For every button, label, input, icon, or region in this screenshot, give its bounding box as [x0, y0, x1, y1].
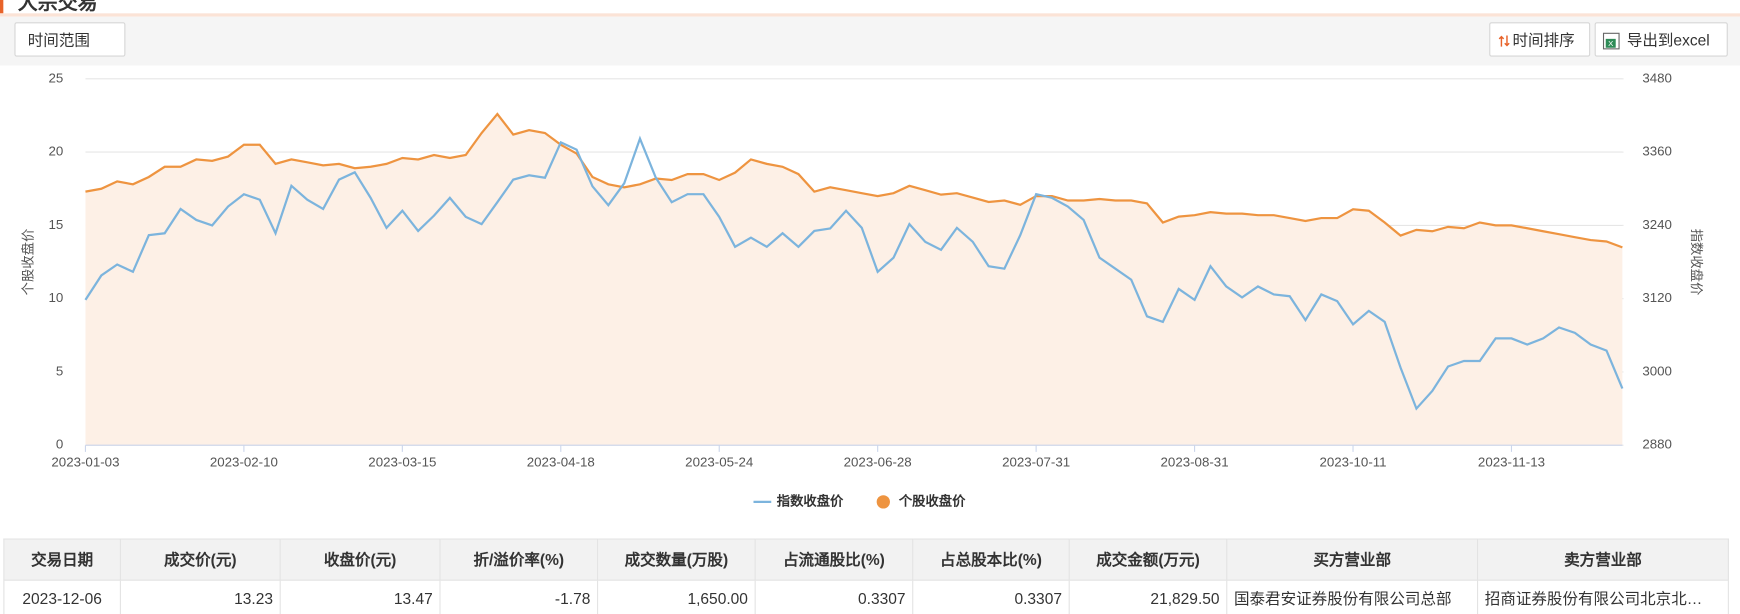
legend-label: 指数收盘价 [777, 492, 844, 508]
column-header: 折/溢价率(%) [439, 538, 599, 581]
y2-tick-label: 3240 [1642, 217, 1672, 232]
table-row: 2023-12-06 13.23 13.47 -1.78 1,650.00 0.3307 0… [3, 579, 1729, 614]
table-cell: 13.23 [119, 579, 281, 614]
y2-axis-label: 指数收盘价 [1689, 229, 1705, 296]
series-line [85, 112, 1623, 249]
column-header: 占流通股比(%) [754, 538, 914, 581]
x-tick-label: 2023-01-03 [51, 455, 119, 470]
x-tick-label: 2023-08-31 [1161, 455, 1229, 470]
y2-tick-label: 3360 [1642, 144, 1672, 159]
y-tick-label: 5 [56, 363, 63, 378]
export-label: 导出到excel [1626, 31, 1710, 49]
header: 大宗交易 [0, 0, 1740, 17]
export-button[interactable]: X 导出到excel [1594, 22, 1728, 57]
data-table: 交易日期 成交价(元) 收盘价(元) 折/溢价率(%) 成交数量(万股) 占流通股比(%)… [3, 538, 1729, 614]
table-cell: -1.78 [439, 579, 599, 614]
column-header: 成交金额(万元) [1068, 538, 1228, 581]
excel-icon: X [1602, 32, 1620, 50]
table-cell: 1,650.00 [597, 579, 756, 614]
column-header: 交易日期 [3, 538, 121, 581]
y-tick-label: 10 [48, 290, 63, 305]
table-cell: 0.3307 [754, 579, 914, 614]
area [85, 114, 1623, 446]
header-accent [0, 0, 4, 14]
column-header: 卖方营业部 [1477, 538, 1729, 581]
table-cell: 2023-12-06 [3, 579, 121, 614]
y2-tick-label: 3120 [1642, 290, 1672, 305]
table-cell: 13.47 [279, 579, 441, 614]
x-tick-label: 2023-05-24 [685, 455, 754, 470]
legend-label: 个股收盘价 [898, 492, 966, 508]
x-tick-label: 2023-03-15 [368, 455, 436, 470]
y2-tick-label: 2880 [1642, 437, 1672, 452]
x-tick-label: 2023-07-31 [1002, 455, 1070, 470]
y2-tick-label: 3480 [1642, 70, 1672, 85]
toolbar: 时间范围 时间排序 X 导出到excel [0, 16, 1740, 66]
sort-button[interactable]: 时间排序 [1489, 22, 1591, 57]
y-tick-label: 20 [48, 144, 63, 159]
x-tick-label: 2023-06-28 [844, 455, 912, 470]
column-header: 买方营业部 [1226, 538, 1479, 581]
y-tick-label: 0 [56, 437, 63, 452]
range-button[interactable]: 时间范围 [14, 22, 126, 57]
y-tick-label: 25 [48, 70, 63, 85]
table-cell: 国泰君安证券股份有限公司总部 [1226, 579, 1479, 614]
legend-swatch [876, 495, 890, 509]
column-header: 成交价(元) [119, 538, 281, 581]
x-tick-label: 2023-11-13 [1478, 455, 1545, 470]
column-header: 占总股本比(%) [912, 538, 1070, 581]
table-cell: 0.3307 [912, 579, 1070, 614]
x-tick-label: 2023-04-18 [527, 455, 595, 470]
y-tick-label: 15 [48, 217, 63, 232]
header-title: 大宗交易 [17, 0, 98, 14]
chart: 0510152025288030003120324033603480个股收盘价指… [19, 70, 1705, 509]
table-header: 交易日期 成交价(元) 收盘价(元) 折/溢价率(%) 成交数量(万股) 占流通股比(%)… [3, 538, 1729, 581]
sort-icon [1498, 35, 1510, 47]
x-tick-label: 2023-10-11 [1319, 455, 1386, 470]
sort-label: 时间排序 [1512, 31, 1575, 49]
table-cell: 21,829.50 [1068, 579, 1228, 614]
series-line [84, 135, 1624, 411]
svg-text:X: X [1608, 39, 1614, 48]
table-body: 2023-12-06 13.23 13.47 -1.78 1,650.00 0.3307 0… [3, 579, 1729, 614]
column-header: 收盘价(元) [279, 538, 441, 581]
column-header: 成交数量(万股) [597, 538, 756, 581]
y2-tick-label: 3000 [1642, 363, 1672, 378]
table-cell: 招商证券股份有限公司北京北… [1477, 579, 1729, 614]
y-axis-label: 个股收盘价 [19, 229, 35, 296]
x-tick-label: 2023-02-10 [210, 455, 278, 470]
